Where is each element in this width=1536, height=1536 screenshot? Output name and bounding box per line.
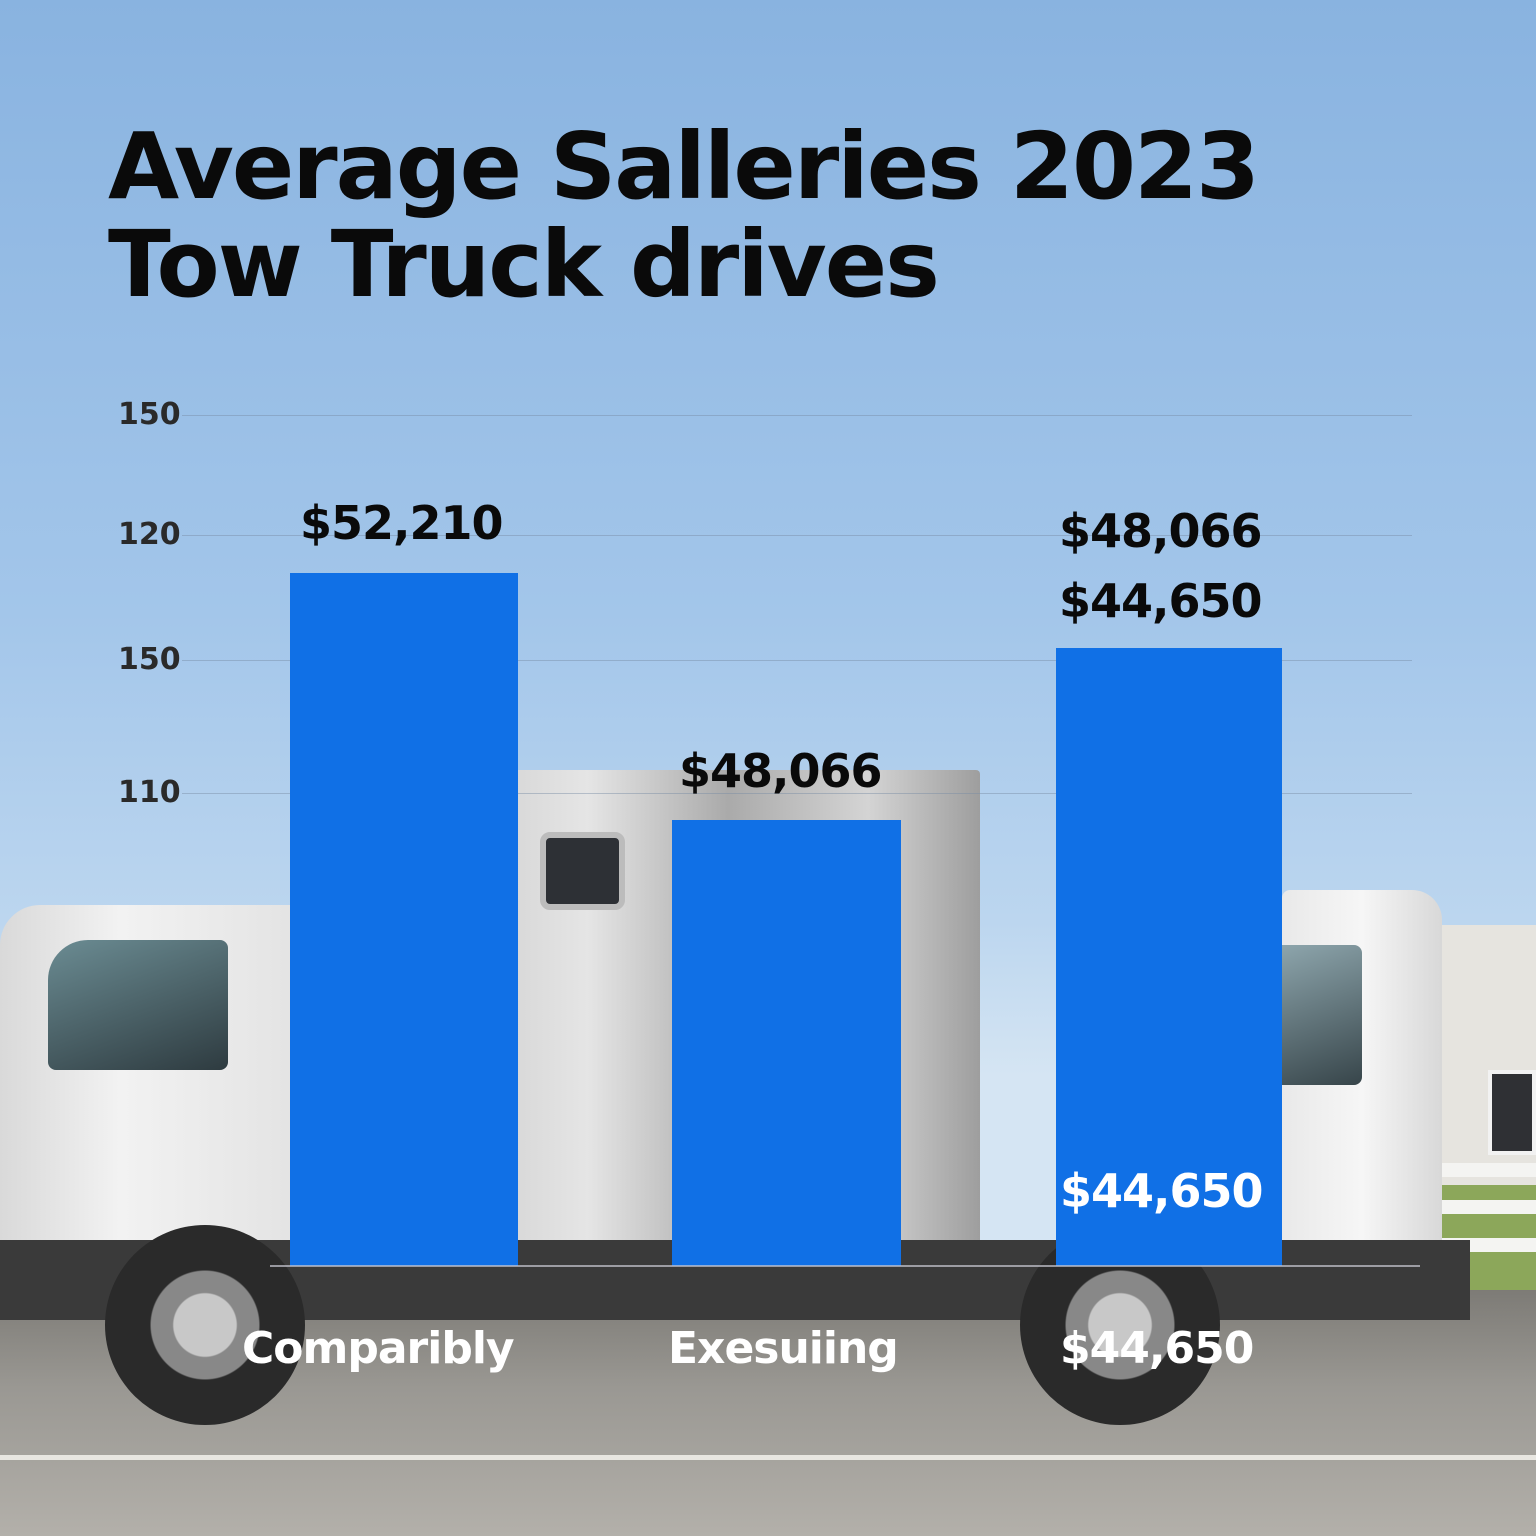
chart-title: Average Salleries 2023 Tow Truck drives: [108, 113, 1260, 318]
gridline: [182, 415, 1412, 416]
bar-value-label: $48,066: [1059, 504, 1263, 558]
chart-title-line-2: Tow Truck drives: [108, 211, 940, 318]
category-label: $44,650: [1060, 1323, 1254, 1374]
chart-title-line-1: Average Salleries 2023: [108, 113, 1260, 220]
bar-third: [1056, 648, 1282, 1266]
truck-window: [540, 832, 625, 910]
parking-line: [0, 1455, 1536, 1460]
y-tick-label: 110: [118, 775, 181, 810]
x-axis-baseline: [270, 1265, 1420, 1267]
bar-value-label: $52,210: [300, 496, 504, 550]
bar-comparibly: [290, 573, 518, 1266]
bar-value-label: $44,650: [1059, 574, 1263, 628]
gridline: [182, 793, 1412, 794]
y-tick-label: 150: [118, 642, 181, 677]
bar-exesuiing: [672, 820, 901, 1266]
category-label: Exesuiing: [668, 1323, 899, 1374]
building-window: [1488, 1070, 1536, 1155]
y-tick-label: 120: [118, 517, 181, 552]
fence-rail: [1420, 1163, 1536, 1177]
y-tick-label: 150: [118, 397, 181, 432]
gridline: [182, 535, 1412, 536]
category-label: Comparibly: [242, 1323, 515, 1374]
bar-inside-value-label: $44,650: [1060, 1164, 1264, 1218]
truck-cab-rear-window: [1282, 945, 1362, 1085]
truck-cab-window: [48, 940, 228, 1070]
fence-rail: [1420, 1200, 1536, 1214]
gridline: [182, 660, 1412, 661]
bar-value-label: $48,066: [679, 744, 883, 798]
truck-wheel: [105, 1225, 305, 1425]
